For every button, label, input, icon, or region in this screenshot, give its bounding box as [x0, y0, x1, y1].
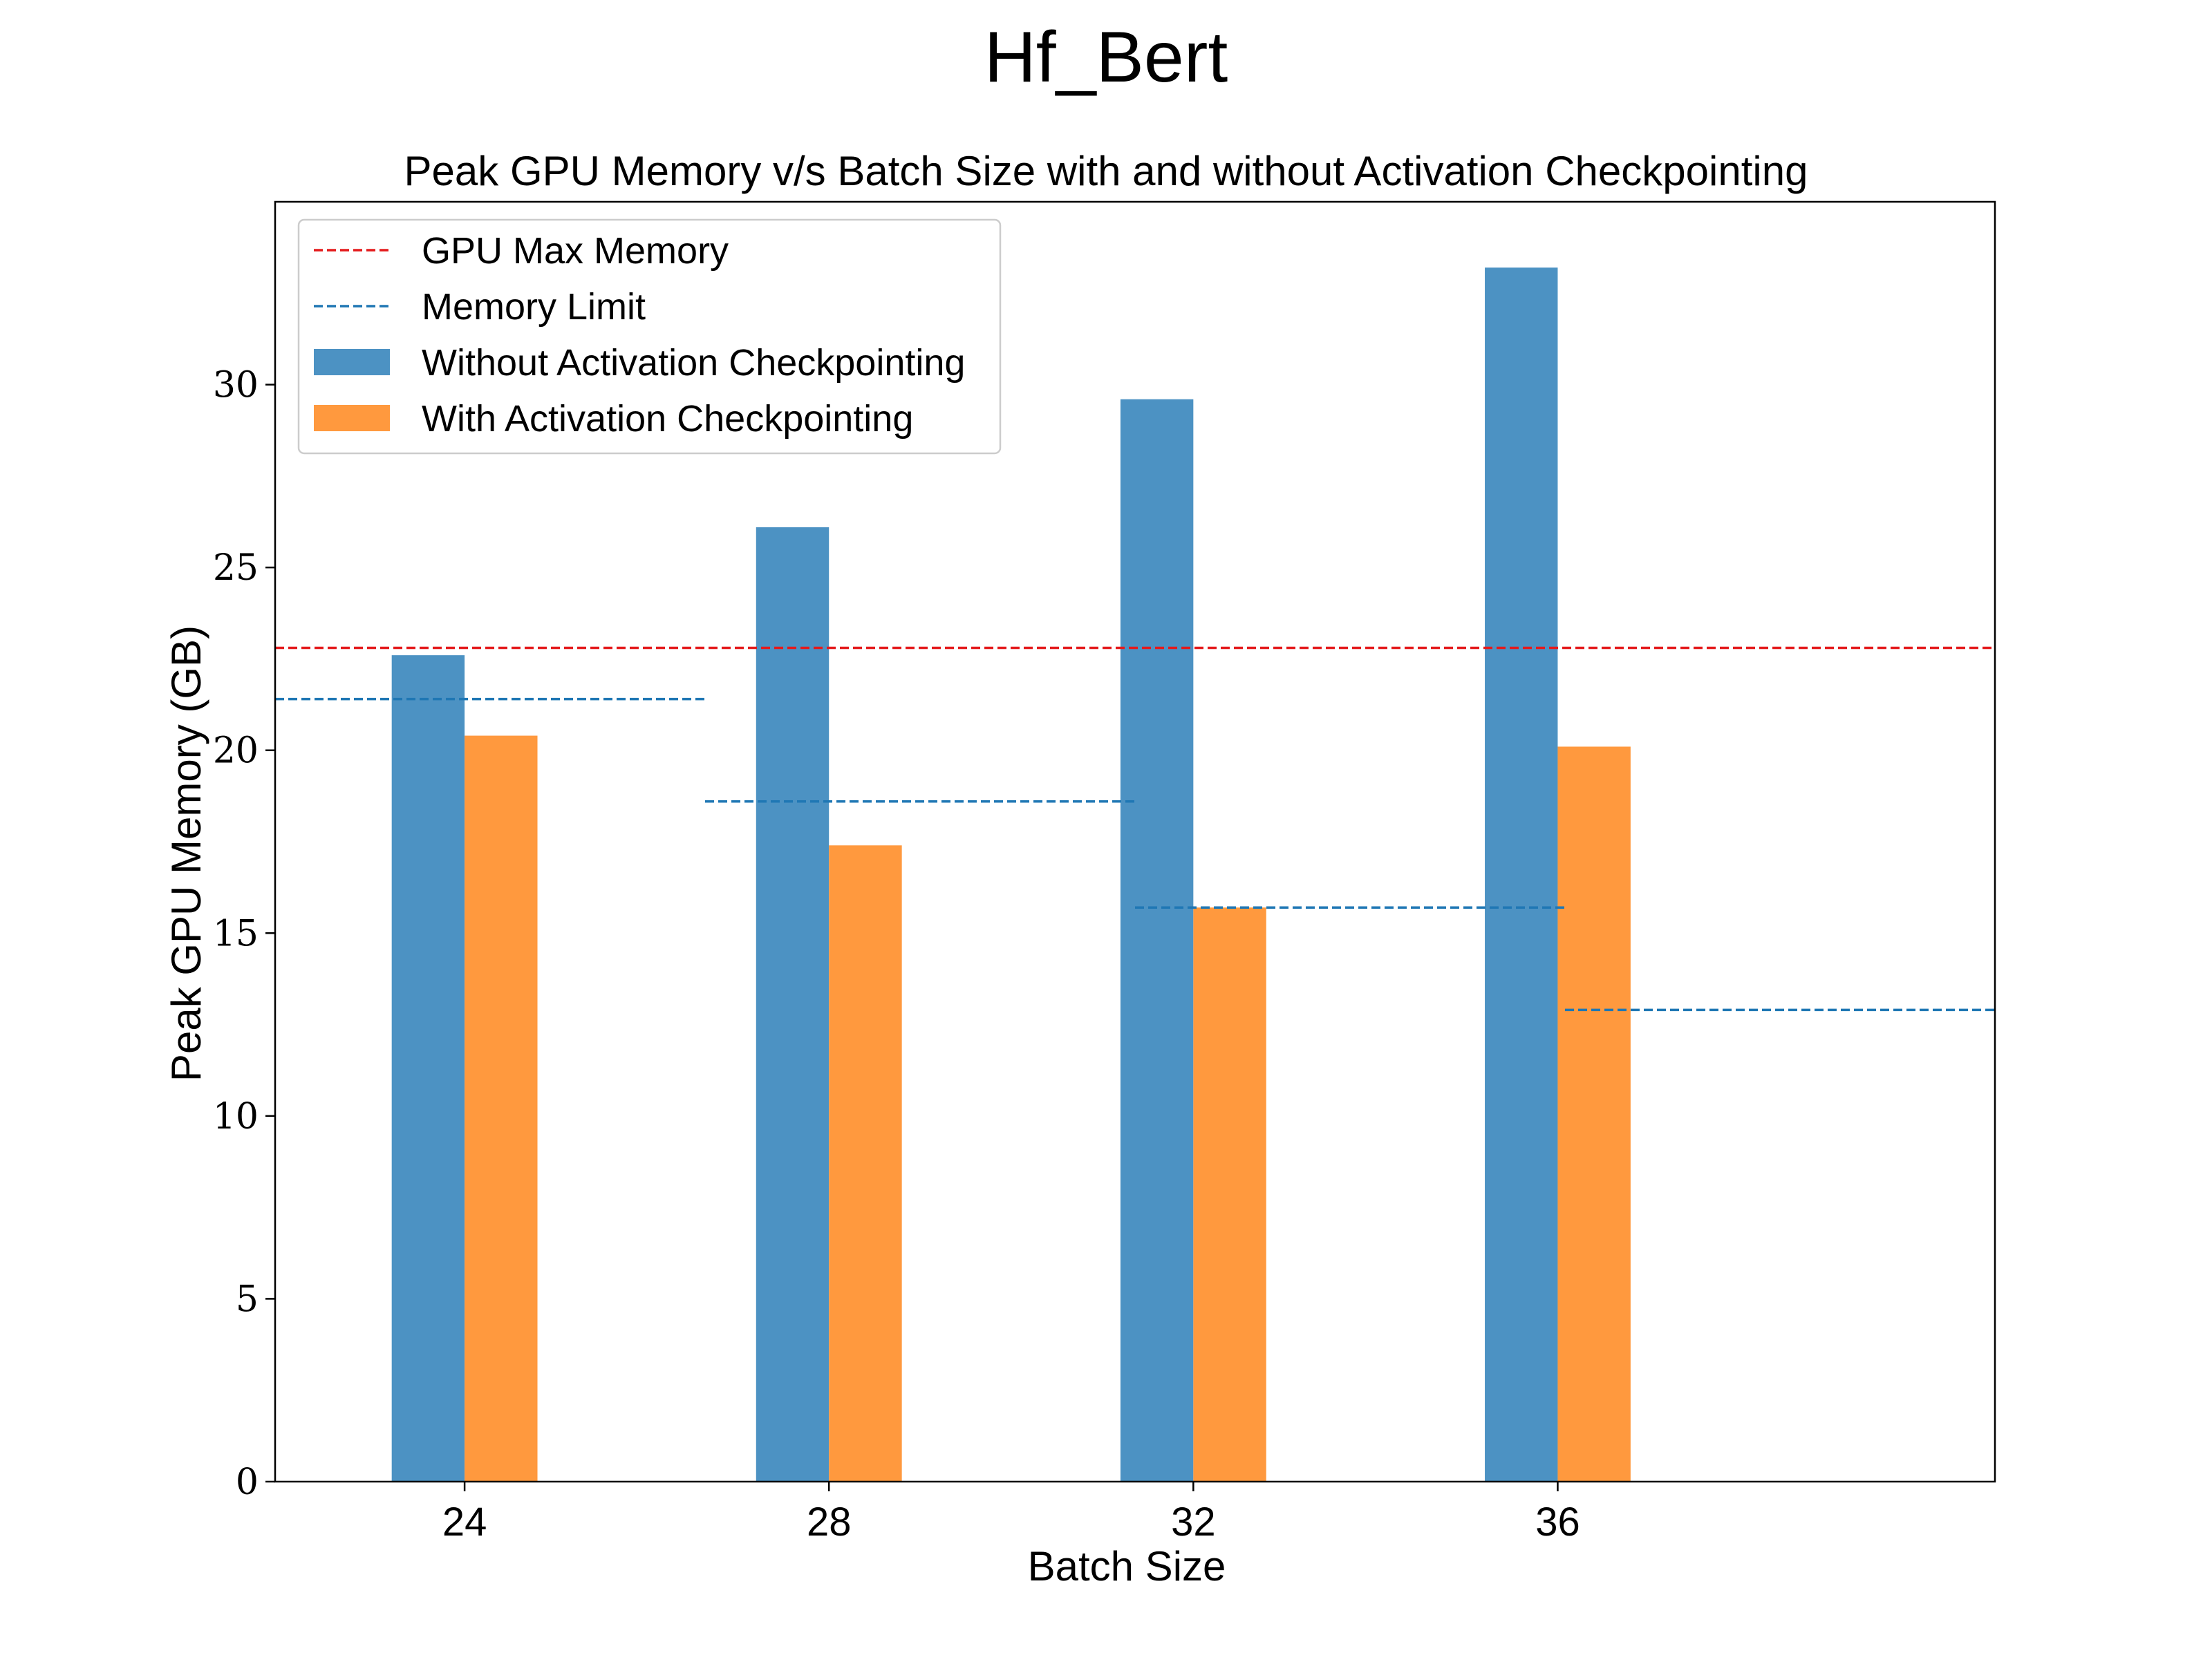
legend-patch-swatch [314, 349, 390, 375]
y-tick-label: 30 [213, 365, 259, 406]
legend-box [297, 218, 1002, 455]
bar-without-checkpointing-24 [391, 655, 465, 1482]
y-tick-label: 5 [236, 1278, 259, 1320]
x-axis-label: Batch Size [1028, 1543, 1226, 1589]
bars-layer [391, 267, 1631, 1482]
bar-without-checkpointing-28 [756, 527, 830, 1482]
legend-label: With Activation Checkpointing [422, 398, 913, 440]
bar-without-checkpointing-32 [1120, 399, 1194, 1482]
chart-suptitle: Hf_Bert [984, 17, 1228, 97]
legend-label: Memory Limit [422, 286, 646, 328]
bar-with-checkpointing-24 [465, 735, 538, 1482]
y-axis-label: Peak GPU Memory (GB) [163, 625, 209, 1082]
y-tick-label: 0 [236, 1462, 259, 1503]
legend-label: GPU Max Memory [422, 230, 729, 272]
ticks-layer: 0 5 10 15 20 25 30 24 28 32 36 [213, 365, 1580, 1545]
legend: GPU Max Memory Memory Limit Without Activa… [297, 218, 1002, 455]
y-tick-label: 25 [213, 547, 259, 589]
reference-lines-layer [275, 646, 1995, 1012]
x-tick-label: 24 [442, 1500, 487, 1545]
bar-without-checkpointing-36 [1485, 267, 1558, 1482]
legend-label: Without Activation Checkpointing [422, 342, 965, 384]
chart-title: Peak GPU Memory v/s Batch Size with and … [404, 148, 1808, 194]
x-tick-label: 28 [807, 1500, 852, 1545]
x-tick-label: 32 [1171, 1500, 1216, 1545]
bar-with-checkpointing-28 [829, 845, 902, 1482]
x-tick-label: 36 [1535, 1500, 1580, 1545]
bar-with-checkpointing-32 [1193, 907, 1266, 1482]
y-tick-label: 15 [213, 913, 259, 954]
bar-with-checkpointing-36 [1557, 746, 1631, 1482]
y-tick-label: 10 [213, 1096, 259, 1137]
legend-patch-swatch [314, 405, 390, 431]
plot-frame [274, 200, 1996, 1483]
y-tick-label: 20 [213, 730, 259, 772]
